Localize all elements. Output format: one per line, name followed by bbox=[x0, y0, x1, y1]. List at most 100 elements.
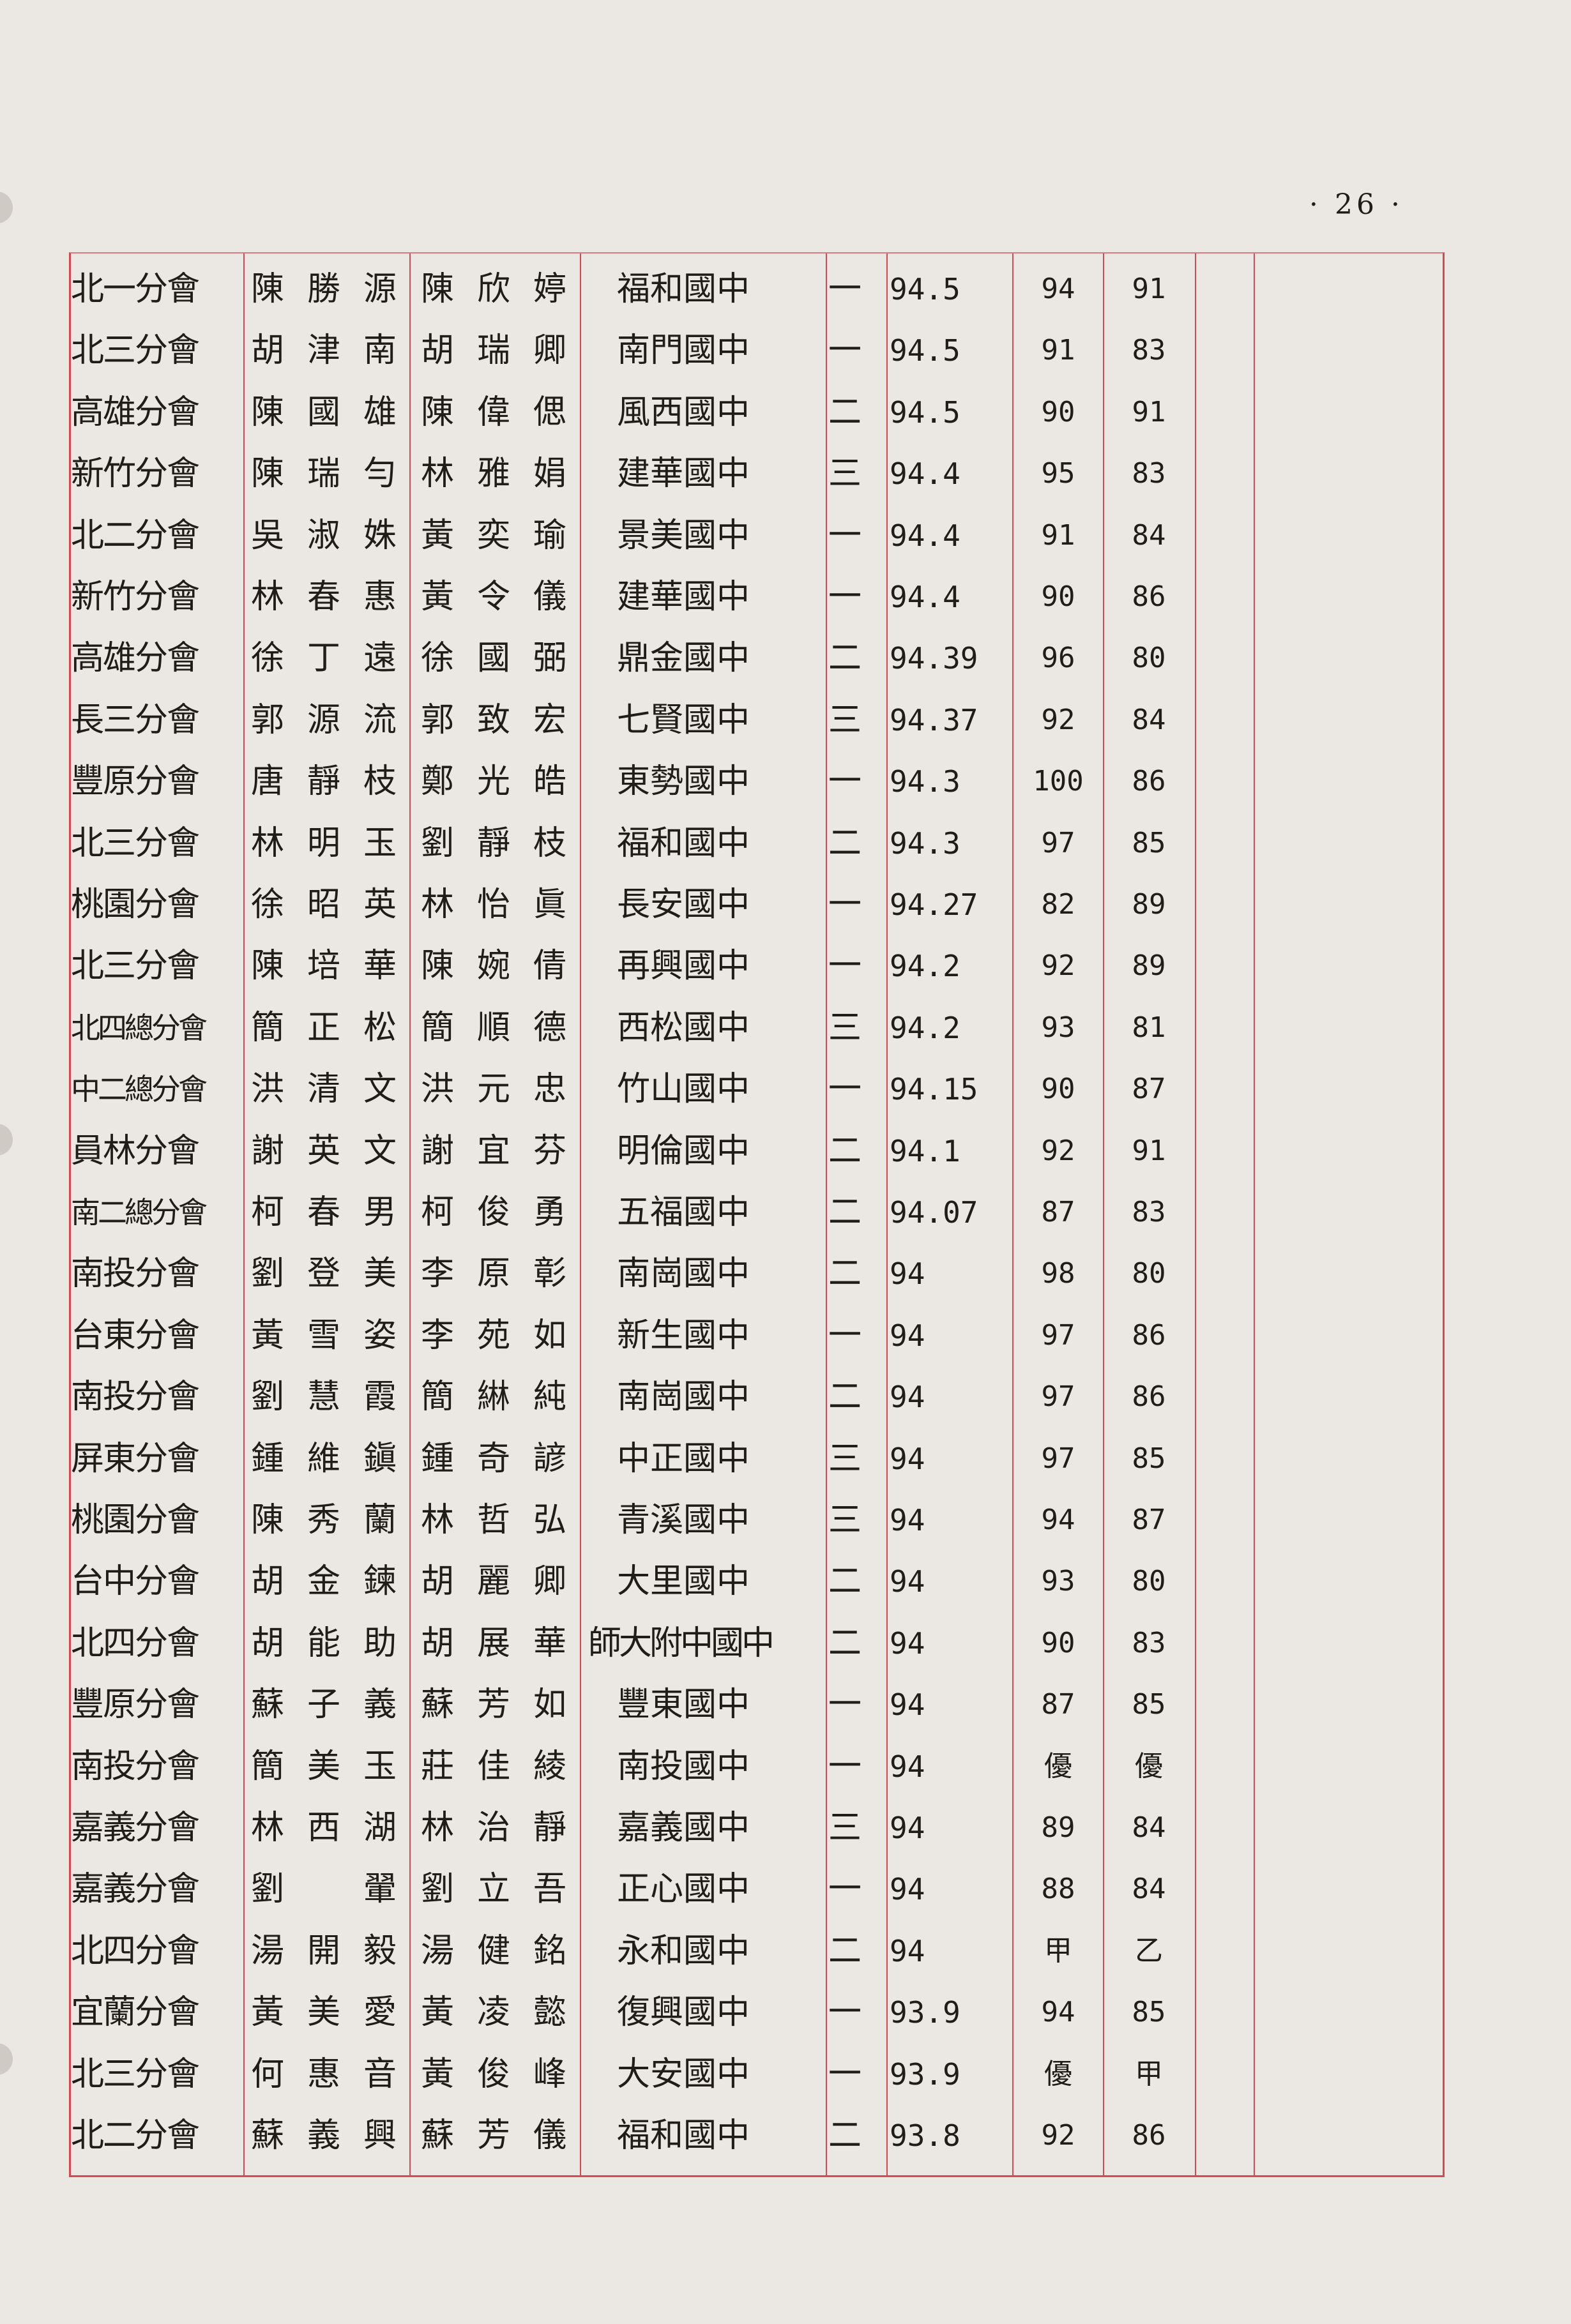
grade-score-2-cell: 81 bbox=[1132, 1011, 1166, 1044]
award-table: 北一分會 陳勝源 陳欣婷 福和國中一 94.5 94 91 北三分會 胡津南 胡瑞卿 南門國中一 94… bbox=[69, 252, 1445, 2177]
branch-cell: 台中分會 bbox=[71, 1562, 200, 1601]
school-cell: 南崗國中 bbox=[617, 1255, 750, 1294]
grade-score-1-cell: 87 bbox=[1041, 1688, 1075, 1721]
table-row: 北二分會 蘇義興 蘇芳儀 福和國中 二 93.8 92 86 bbox=[71, 2105, 1443, 2166]
branch-cell: 北四分會 bbox=[71, 1624, 200, 1663]
grade-score-1-cell: 95 bbox=[1041, 457, 1075, 490]
school-cell: 復興國中 bbox=[617, 1993, 750, 2032]
table-row: 北二分會 吳淑姝 黃奕瑜 景美國中 一 94.4 91 84 bbox=[71, 505, 1443, 566]
grade-score-1-cell: 優 bbox=[1044, 1749, 1072, 1783]
score-cell: 94.27 bbox=[890, 887, 978, 922]
student-name-cell: 黃俊峰 bbox=[421, 2055, 590, 2094]
table-row: 南投分會 簡美玉 莊佳綾 南投國中 一 94 優 優 bbox=[71, 1736, 1443, 1797]
branch-cell: 桃園分會 bbox=[71, 1501, 200, 1539]
table-row: 長三分會 郭源流 郭致宏 七賢國中 三 94.37 92 84 bbox=[71, 690, 1443, 751]
table-row: 南投分會 劉登美 李原彰 南崗國中 二 94 98 80 bbox=[71, 1243, 1443, 1304]
student-name-cell: 林治靜 bbox=[421, 1809, 590, 1847]
branch-cell: 中二總分會 bbox=[71, 1072, 208, 1107]
score-cell: 94 bbox=[890, 1256, 925, 1292]
branch-cell: 宜蘭分會 bbox=[71, 1993, 200, 2032]
table-row: 台東分會 黃雪姿 李苑如 新生國中 一 94 97 86 bbox=[71, 1305, 1443, 1366]
school-cell: 南崗國中 bbox=[617, 1378, 750, 1417]
grade-score-2-cell: 86 bbox=[1132, 765, 1166, 798]
grade-score-2-cell: 86 bbox=[1132, 1318, 1166, 1352]
score-cell: 94 bbox=[890, 1318, 925, 1353]
student-name-cell: 蘇芳如 bbox=[421, 1686, 590, 1724]
parent-name-cell: 湯開毅 bbox=[251, 1931, 420, 1970]
table-row: 嘉義分會 劉 翬劉立吾 正心國中 一 94 88 84 bbox=[71, 1859, 1443, 1920]
grade-cell: 一 bbox=[828, 2055, 861, 2094]
table-row: 嘉義分會 林西湖 林治靜 嘉義國中 三 94 89 84 bbox=[71, 1797, 1443, 1859]
student-name-cell: 徐國弼 bbox=[421, 639, 590, 678]
grade-score-1-cell: 優 bbox=[1044, 2057, 1072, 2090]
school-cell: 中正國中 bbox=[617, 1439, 750, 1478]
column-divider bbox=[886, 253, 888, 2175]
column-divider bbox=[409, 253, 411, 2175]
grade-score-2-cell: 89 bbox=[1132, 888, 1166, 921]
parent-name-cell: 吳淑姝 bbox=[251, 516, 420, 555]
grade-score-2-cell: 85 bbox=[1132, 1996, 1166, 2029]
grade-score-2-cell: 83 bbox=[1132, 457, 1166, 490]
grade-score-1-cell: 94 bbox=[1041, 1504, 1075, 1536]
branch-cell: 員林分會 bbox=[71, 1131, 200, 1170]
grade-score-2-cell: 85 bbox=[1132, 1442, 1166, 1475]
parent-name-cell: 蘇義興 bbox=[251, 2116, 420, 2155]
grade-cell: 一 bbox=[828, 762, 861, 801]
grade-score-2-cell: 84 bbox=[1132, 1811, 1166, 1844]
grade-score-1-cell: 97 bbox=[1041, 826, 1075, 859]
grade-score-1-cell: 89 bbox=[1041, 1811, 1075, 1844]
student-name-cell: 簡順德 bbox=[421, 1008, 590, 1047]
parent-name-cell: 徐昭英 bbox=[251, 886, 420, 924]
student-name-cell: 湯健銘 bbox=[421, 1931, 590, 1970]
parent-name-cell: 陳秀蘭 bbox=[251, 1501, 420, 1539]
grade-score-2-cell: 甲 bbox=[1135, 2057, 1163, 2090]
table-row: 高雄分會 陳國雄 陳偉偲 風西國中 二 94.5 90 91 bbox=[71, 382, 1443, 443]
column-divider bbox=[1103, 253, 1104, 2175]
student-name-cell: 柯俊勇 bbox=[421, 1193, 590, 1232]
grade-score-2-cell: 84 bbox=[1132, 703, 1166, 736]
grade-cell: 二 bbox=[828, 1562, 861, 1601]
binder-hole bbox=[0, 1124, 13, 1156]
parent-name-cell: 林明玉 bbox=[251, 824, 420, 863]
grade-cell: 二 bbox=[828, 1931, 861, 1970]
student-name-cell: 林怡眞 bbox=[421, 886, 590, 924]
branch-cell: 豐原分會 bbox=[71, 1686, 200, 1724]
grade-cell: 二 bbox=[828, 2116, 861, 2155]
branch-cell: 北二分會 bbox=[71, 2116, 200, 2155]
parent-name-cell: 蘇子義 bbox=[251, 1686, 420, 1724]
school-cell: 新生國中 bbox=[617, 1316, 750, 1355]
school-cell: 嘉義國中 bbox=[617, 1809, 750, 1847]
grade-score-2-cell: 89 bbox=[1132, 949, 1166, 983]
column-divider bbox=[1254, 253, 1255, 2175]
grade-score-2-cell: 87 bbox=[1132, 1504, 1166, 1536]
table-row: 北四分會 胡能助 胡展華 師大附中國中 二 94 90 83 bbox=[71, 1613, 1443, 1674]
grade-cell: 一 bbox=[828, 1686, 861, 1724]
grade-score-2-cell: 86 bbox=[1132, 1380, 1166, 1414]
school-cell: 豐東國中 bbox=[617, 1686, 750, 1724]
school-cell: 建華國中 bbox=[617, 455, 750, 494]
school-cell: 西松國中 bbox=[617, 1008, 750, 1047]
score-cell: 94.39 bbox=[890, 641, 978, 676]
grade-cell: 一 bbox=[828, 1747, 861, 1786]
student-name-cell: 郭致宏 bbox=[421, 700, 590, 739]
grade-cell: 二 bbox=[828, 1378, 861, 1417]
school-cell: 大安國中 bbox=[617, 2055, 750, 2094]
school-cell: 福和國中 bbox=[617, 824, 750, 863]
grade-score-1-cell: 91 bbox=[1041, 334, 1075, 367]
table-row: 桃園分會 徐昭英 林怡眞 長安國中 一 94.27 82 89 bbox=[71, 874, 1443, 935]
school-cell: 東勢國中 bbox=[617, 762, 750, 801]
grade-score-1-cell: 93 bbox=[1041, 1011, 1075, 1044]
grade-cell: 三 bbox=[828, 1008, 861, 1047]
score-cell: 94.4 bbox=[890, 456, 960, 492]
grade-score-2-cell: 86 bbox=[1132, 580, 1166, 613]
table-row: 新竹分會 林春惠 黃令儀 建華國中 一 94.4 90 86 bbox=[71, 566, 1443, 628]
grade-score-1-cell: 90 bbox=[1041, 1073, 1075, 1106]
school-cell: 福和國中 bbox=[617, 2116, 750, 2155]
parent-name-cell: 胡能助 bbox=[251, 1624, 420, 1663]
grade-cell: 一 bbox=[828, 331, 861, 370]
grade-cell: 一 bbox=[828, 1993, 861, 2032]
branch-cell: 屏東分會 bbox=[71, 1439, 200, 1478]
branch-cell: 北三分會 bbox=[71, 331, 200, 370]
grade-score-1-cell: 91 bbox=[1041, 518, 1075, 552]
parent-name-cell: 簡正松 bbox=[251, 1008, 420, 1047]
